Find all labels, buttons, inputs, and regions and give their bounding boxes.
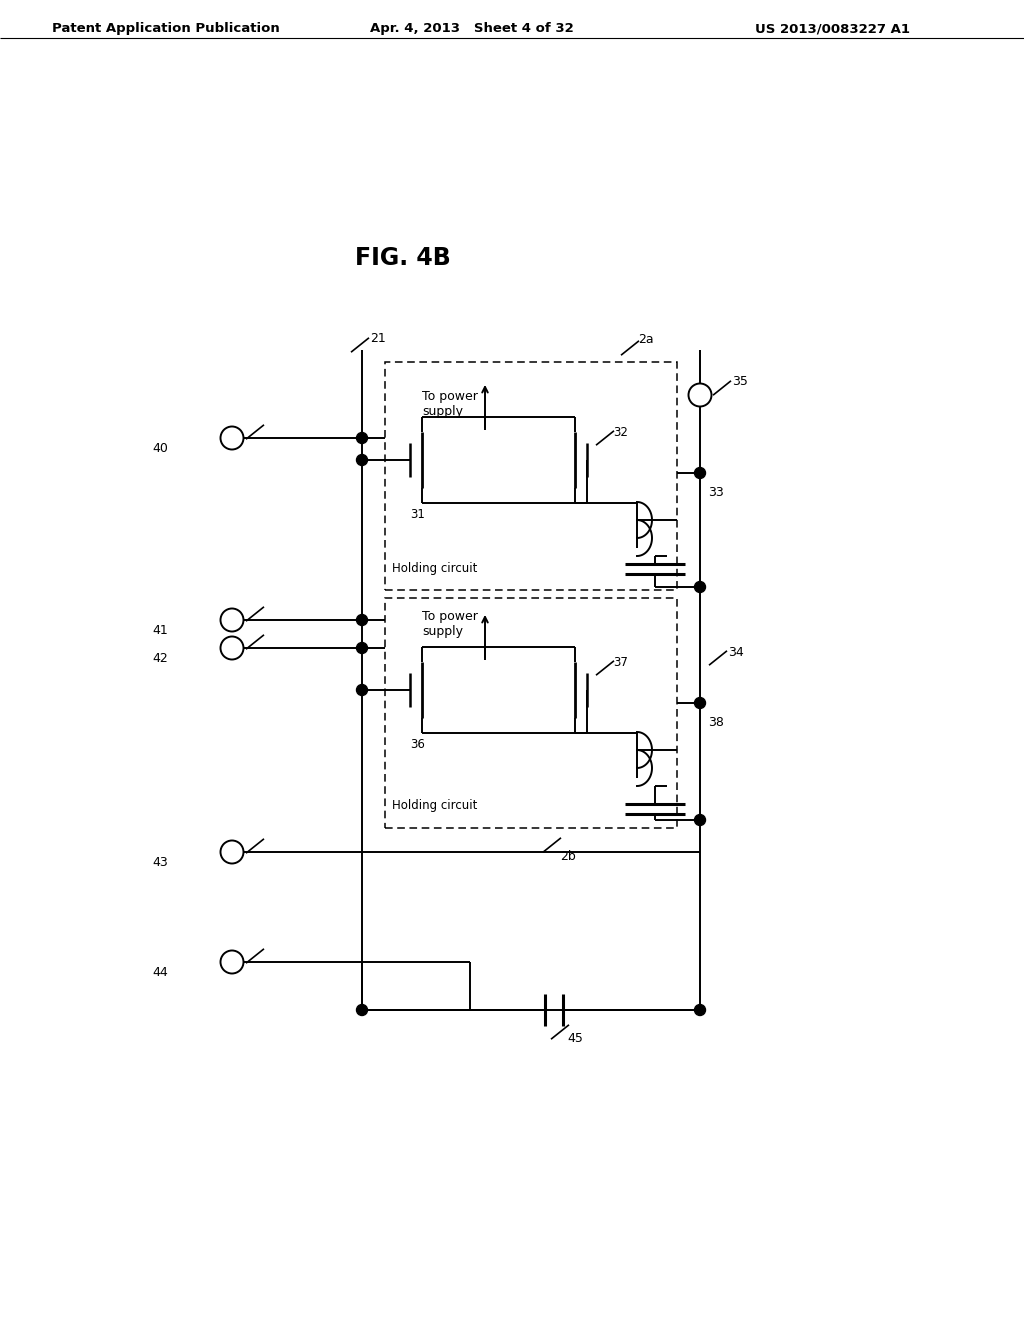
Text: 2b: 2b xyxy=(560,850,575,863)
Circle shape xyxy=(220,636,244,660)
Text: 32: 32 xyxy=(613,425,628,438)
Circle shape xyxy=(694,814,706,825)
Text: Holding circuit: Holding circuit xyxy=(392,799,477,812)
Text: 41: 41 xyxy=(152,624,168,638)
Text: Apr. 4, 2013   Sheet 4 of 32: Apr. 4, 2013 Sheet 4 of 32 xyxy=(370,22,573,36)
Bar xyxy=(385,598,677,828)
Text: 33: 33 xyxy=(708,486,724,499)
Text: 2a: 2a xyxy=(638,334,653,346)
Bar xyxy=(385,362,677,590)
Circle shape xyxy=(356,685,368,696)
Circle shape xyxy=(688,384,712,407)
Text: 31: 31 xyxy=(410,508,425,521)
Text: To power
supply: To power supply xyxy=(422,610,478,638)
Circle shape xyxy=(220,426,244,450)
Text: 43: 43 xyxy=(152,855,168,869)
Text: 44: 44 xyxy=(152,966,168,979)
Circle shape xyxy=(356,454,368,466)
Circle shape xyxy=(220,841,244,863)
Circle shape xyxy=(356,615,368,626)
Circle shape xyxy=(356,1005,368,1015)
Circle shape xyxy=(220,609,244,631)
Text: Holding circuit: Holding circuit xyxy=(392,562,477,576)
Text: 45: 45 xyxy=(567,1031,583,1044)
Text: US 2013/0083227 A1: US 2013/0083227 A1 xyxy=(755,22,910,36)
Circle shape xyxy=(356,433,368,444)
Text: 37: 37 xyxy=(613,656,628,668)
Circle shape xyxy=(220,950,244,974)
Circle shape xyxy=(356,643,368,653)
Text: 38: 38 xyxy=(708,715,724,729)
Circle shape xyxy=(694,697,706,709)
Circle shape xyxy=(694,582,706,593)
Circle shape xyxy=(694,1005,706,1015)
Text: To power
supply: To power supply xyxy=(422,389,478,418)
Text: 40: 40 xyxy=(152,442,168,455)
Text: Patent Application Publication: Patent Application Publication xyxy=(52,22,280,36)
Circle shape xyxy=(694,467,706,478)
Text: 21: 21 xyxy=(370,331,386,345)
Text: 36: 36 xyxy=(410,738,425,751)
Text: FIG. 4B: FIG. 4B xyxy=(355,246,451,271)
Text: 35: 35 xyxy=(732,375,748,388)
Text: 42: 42 xyxy=(152,652,168,665)
Text: 34: 34 xyxy=(728,645,743,659)
